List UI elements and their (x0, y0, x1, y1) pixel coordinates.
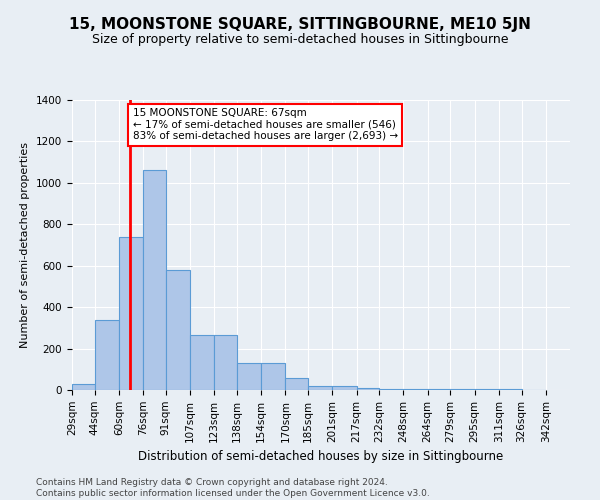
Text: 15, MOONSTONE SQUARE, SITTINGBOURNE, ME10 5JN: 15, MOONSTONE SQUARE, SITTINGBOURNE, ME1… (69, 18, 531, 32)
X-axis label: Distribution of semi-detached houses by size in Sittingbourne: Distribution of semi-detached houses by … (139, 450, 503, 463)
Bar (95, 320, 119, 390)
Bar (214, 335, 237, 390)
Text: 15 MOONSTONE SQUARE: 67sqm
← 17% of semi-detached houses are smaller (546)
83% o: 15 MOONSTONE SQUARE: 67sqm ← 17% of semi… (133, 108, 398, 142)
Bar (379, 389, 403, 390)
Bar (451, 389, 475, 390)
Text: Size of property relative to semi-detached houses in Sittingbourne: Size of property relative to semi-detach… (92, 32, 508, 46)
Bar (428, 389, 451, 390)
Bar (119, 236, 143, 390)
Bar (261, 363, 286, 390)
Bar (72, 384, 95, 390)
Text: Contains HM Land Registry data © Crown copyright and database right 2024.
Contai: Contains HM Land Registry data © Crown c… (36, 478, 430, 498)
Bar (356, 388, 379, 390)
Bar (308, 386, 332, 390)
Bar (332, 386, 356, 390)
Bar (143, 170, 166, 390)
Bar (166, 270, 190, 390)
Bar (190, 335, 214, 390)
Bar (286, 378, 308, 390)
Bar (237, 363, 261, 390)
Bar (403, 389, 428, 390)
Y-axis label: Number of semi-detached properties: Number of semi-detached properties (20, 142, 31, 348)
